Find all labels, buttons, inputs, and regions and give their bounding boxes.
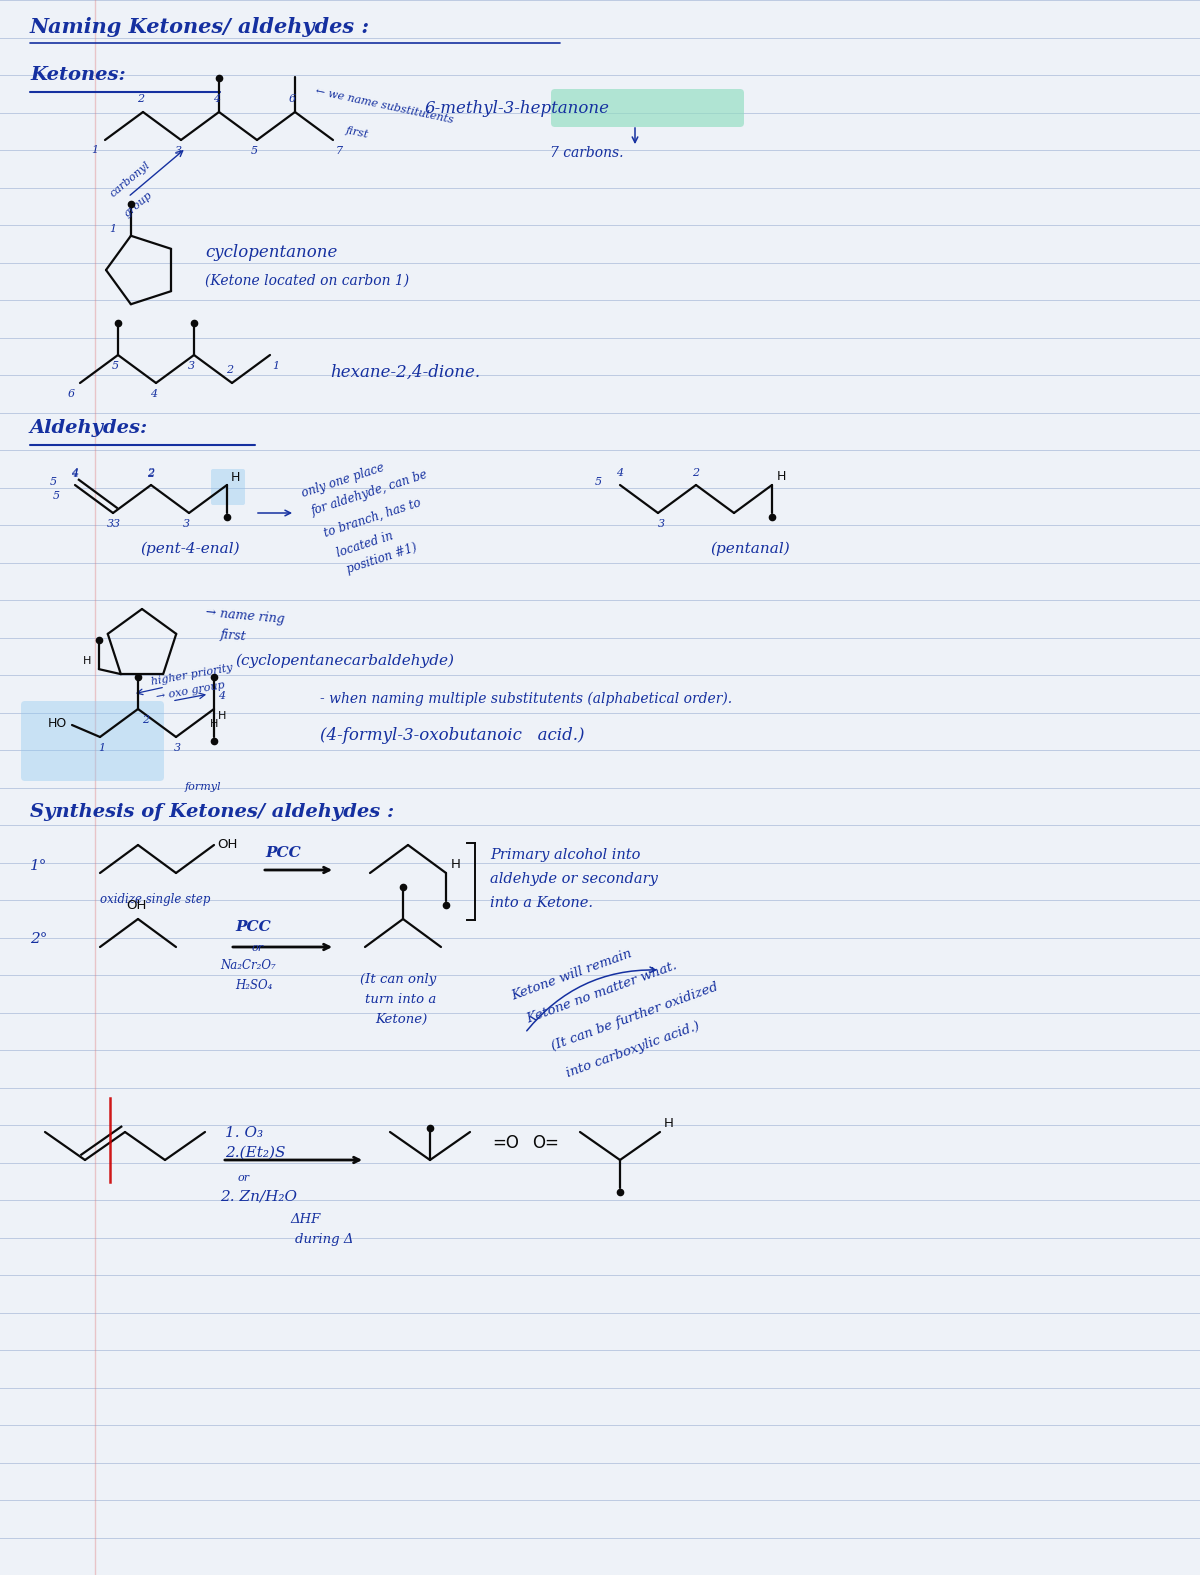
Text: Naming Ketones/ aldehydes :: Naming Ketones/ aldehydes : bbox=[30, 17, 370, 36]
Text: (cyclopentanecarbaldehyde): (cyclopentanecarbaldehyde) bbox=[235, 654, 454, 668]
Text: 1: 1 bbox=[98, 743, 106, 753]
Text: 4: 4 bbox=[214, 94, 220, 104]
Text: during Δ: during Δ bbox=[295, 1233, 354, 1246]
FancyBboxPatch shape bbox=[22, 701, 164, 781]
Text: aldehyde or secondary: aldehyde or secondary bbox=[490, 873, 658, 887]
Text: 3: 3 bbox=[175, 146, 182, 156]
Text: 4: 4 bbox=[150, 389, 157, 398]
Text: Aldehydes:: Aldehydes: bbox=[30, 419, 149, 436]
Text: 2: 2 bbox=[226, 365, 233, 375]
Text: H₂SO₄: H₂SO₄ bbox=[235, 980, 272, 992]
Text: 4: 4 bbox=[71, 468, 78, 477]
Text: or: or bbox=[252, 943, 264, 953]
Text: Ketones:: Ketones: bbox=[30, 66, 126, 83]
Text: PCC: PCC bbox=[235, 920, 271, 934]
Text: group: group bbox=[122, 191, 154, 219]
Text: PCC: PCC bbox=[265, 846, 301, 860]
Text: OH: OH bbox=[217, 838, 238, 851]
Text: Primary alcohol into: Primary alcohol into bbox=[490, 847, 641, 862]
Text: 5: 5 bbox=[112, 361, 119, 372]
Text: (pentanal): (pentanal) bbox=[710, 542, 790, 556]
Text: O=: O= bbox=[532, 1134, 559, 1151]
Text: first: first bbox=[220, 628, 247, 643]
Text: 6: 6 bbox=[289, 94, 296, 104]
Text: located in: located in bbox=[335, 529, 395, 561]
Text: for aldehyde, can be: for aldehyde, can be bbox=[310, 468, 430, 518]
Text: H: H bbox=[451, 858, 461, 871]
Text: Na₂Cr₂O₇: Na₂Cr₂O₇ bbox=[220, 959, 276, 972]
Text: 5: 5 bbox=[595, 477, 602, 487]
Text: (pent-4-enal): (pent-4-enal) bbox=[140, 542, 240, 556]
Text: OH: OH bbox=[126, 899, 146, 912]
Text: (4-formyl-3-oxobutanoic   acid.): (4-formyl-3-oxobutanoic acid.) bbox=[320, 728, 584, 743]
Text: 2: 2 bbox=[142, 715, 149, 725]
Text: H: H bbox=[83, 657, 91, 666]
Text: higher priority: higher priority bbox=[150, 663, 233, 687]
Text: Ketone no matter what.: Ketone no matter what. bbox=[526, 959, 679, 1025]
Text: =O: =O bbox=[492, 1134, 518, 1151]
Text: position #1): position #1) bbox=[346, 540, 419, 576]
Text: 1. O₃: 1. O₃ bbox=[226, 1126, 263, 1140]
Text: ← we name substitutents: ← we name substitutents bbox=[314, 87, 455, 124]
Text: 4: 4 bbox=[218, 691, 226, 701]
Text: 3: 3 bbox=[107, 520, 114, 529]
Text: 4: 4 bbox=[616, 468, 623, 477]
Text: 3: 3 bbox=[658, 520, 665, 529]
Text: 6: 6 bbox=[68, 389, 76, 398]
Text: ΔHF: ΔHF bbox=[290, 1213, 320, 1225]
Text: 7 carbons.: 7 carbons. bbox=[550, 146, 624, 161]
Text: 1: 1 bbox=[109, 224, 116, 233]
Text: (It can be further oxidized: (It can be further oxidized bbox=[550, 980, 720, 1054]
Text: 3: 3 bbox=[182, 520, 190, 529]
Text: oxidize single step: oxidize single step bbox=[100, 893, 210, 906]
Text: 3: 3 bbox=[188, 361, 196, 372]
Text: H: H bbox=[210, 720, 218, 729]
Text: - when naming multiple substitutents (alphabetical order).: - when naming multiple substitutents (al… bbox=[320, 691, 732, 706]
Text: 5: 5 bbox=[53, 491, 60, 501]
Text: H: H bbox=[778, 469, 786, 484]
Text: into a Ketone.: into a Ketone. bbox=[490, 896, 593, 910]
Text: H: H bbox=[230, 471, 240, 484]
Text: (It can only: (It can only bbox=[360, 973, 437, 986]
Text: Ketone will remain: Ketone will remain bbox=[510, 947, 634, 1003]
Text: H: H bbox=[218, 710, 227, 721]
Text: 5: 5 bbox=[251, 146, 258, 156]
Text: 4: 4 bbox=[71, 469, 78, 479]
Text: 3: 3 bbox=[174, 743, 181, 753]
Text: 7: 7 bbox=[336, 146, 343, 156]
Text: or: or bbox=[238, 1173, 250, 1183]
Text: H: H bbox=[664, 1117, 674, 1129]
Text: cyclopentanone: cyclopentanone bbox=[205, 244, 337, 261]
Text: into carboxylic acid.): into carboxylic acid.) bbox=[565, 1019, 702, 1080]
Text: first: first bbox=[346, 126, 370, 140]
Text: only one place: only one place bbox=[300, 461, 386, 499]
Text: Synthesis of Ketones/ aldehydes :: Synthesis of Ketones/ aldehydes : bbox=[30, 803, 395, 821]
Text: 1: 1 bbox=[272, 361, 280, 372]
Text: 1°: 1° bbox=[30, 858, 47, 873]
Text: → name ring: → name ring bbox=[205, 606, 286, 625]
Text: HO: HO bbox=[48, 717, 67, 729]
Text: 2. Zn/H₂O: 2. Zn/H₂O bbox=[220, 1191, 298, 1203]
Text: 5: 5 bbox=[50, 477, 58, 487]
Text: to branch, has to: to branch, has to bbox=[322, 496, 422, 540]
Text: 3: 3 bbox=[113, 520, 120, 529]
FancyBboxPatch shape bbox=[551, 90, 744, 128]
Text: 2: 2 bbox=[148, 469, 154, 479]
Text: carbonyl: carbonyl bbox=[108, 159, 152, 198]
Text: Ketone): Ketone) bbox=[374, 1013, 427, 1025]
Text: 6-methyl-3-heptanone: 6-methyl-3-heptanone bbox=[425, 99, 610, 117]
Text: 1: 1 bbox=[91, 145, 98, 154]
Text: 2: 2 bbox=[137, 94, 144, 104]
Text: hexane-2,4-dione.: hexane-2,4-dione. bbox=[330, 364, 480, 381]
Text: turn into a: turn into a bbox=[365, 992, 437, 1006]
Text: 2: 2 bbox=[692, 468, 700, 477]
Text: → oxo group: → oxo group bbox=[155, 680, 226, 702]
FancyBboxPatch shape bbox=[211, 469, 245, 506]
Text: 2: 2 bbox=[148, 468, 154, 477]
Text: formyl: formyl bbox=[185, 783, 222, 792]
Text: 2°: 2° bbox=[30, 932, 47, 947]
Text: (Ketone located on carbon 1): (Ketone located on carbon 1) bbox=[205, 274, 409, 288]
Text: 2.(Et₂)S: 2.(Et₂)S bbox=[226, 1147, 286, 1161]
